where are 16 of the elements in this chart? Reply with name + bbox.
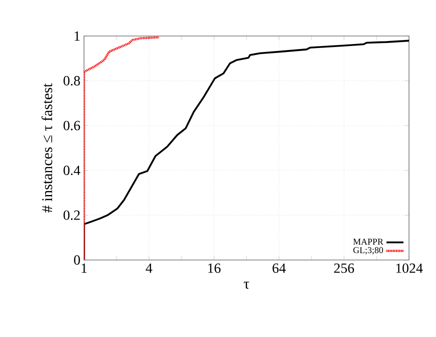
x-tick-label: 1024 — [396, 264, 423, 273]
y-tick-label: 0.2 — [64, 210, 80, 220]
legend-label: GL;3;80 — [353, 247, 384, 254]
x-axis-title: τ — [244, 282, 250, 289]
y-tick-label: 1 — [74, 31, 80, 41]
y-tick-label: 0.8 — [64, 76, 80, 86]
y-tick-label: 0.6 — [64, 120, 80, 130]
x-tick-label: 16 — [208, 264, 221, 273]
x-tick-label: 4 — [146, 264, 152, 273]
x-tick-label: 64 — [272, 264, 286, 273]
y-axis-title: # instances ≤ τ fastest — [42, 83, 52, 213]
legend-label: MAPPR — [353, 238, 384, 245]
x-tick-label: 256 — [334, 264, 354, 273]
y-tick-label: 0.4 — [64, 166, 80, 176]
y-tick-label: 0 — [74, 255, 80, 265]
x-tick-label: 1 — [82, 264, 87, 273]
